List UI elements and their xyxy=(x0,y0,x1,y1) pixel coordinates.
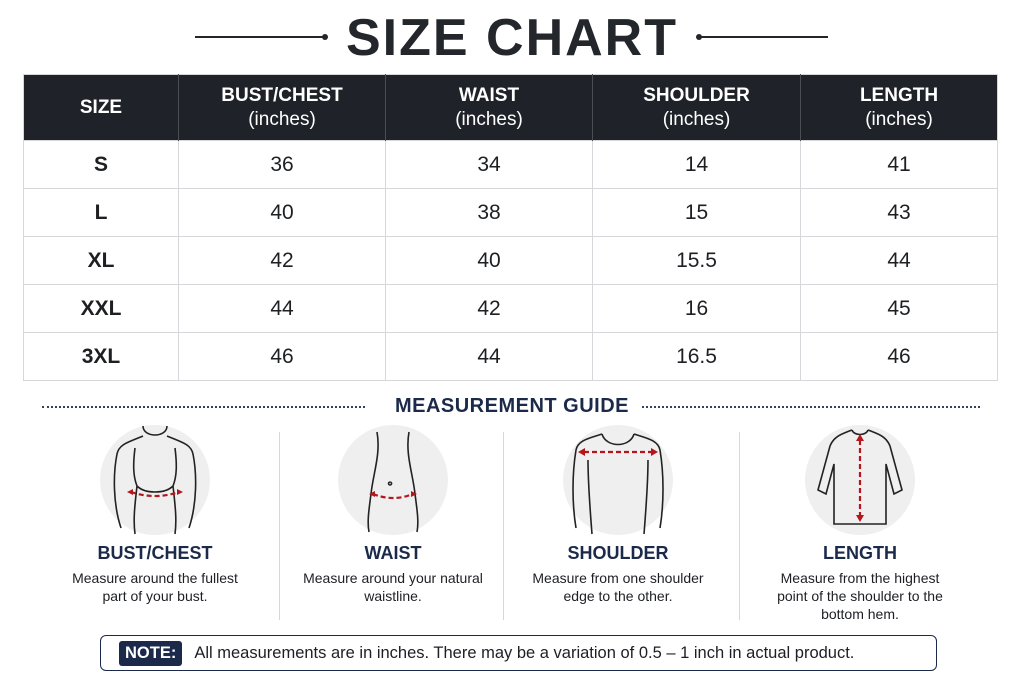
value-cell: 14 xyxy=(592,140,801,189)
value-cell: 44 xyxy=(800,236,998,285)
guide-label: WAIST xyxy=(364,543,422,563)
size-cell: XXL xyxy=(23,284,179,333)
header-cell: LENGTH (inches) xyxy=(800,74,998,141)
header-label: WAIST xyxy=(458,84,520,106)
rule-dot xyxy=(696,34,702,40)
size-cell: XL xyxy=(23,236,179,285)
value-cell: 38 xyxy=(385,188,593,237)
guide-item: SHOULDER Measure from one shoulder edge … xyxy=(508,424,728,605)
guide-text: Measure from one shoulder edge to the ot… xyxy=(532,570,704,604)
length-icon xyxy=(805,425,915,535)
guide-rule xyxy=(42,406,365,408)
value-cell: 40 xyxy=(385,236,593,285)
value-cell: 41 xyxy=(800,140,998,189)
header-cell: BUST/CHEST (inches) xyxy=(178,74,386,141)
guide-label: BUST/CHEST xyxy=(97,543,213,563)
guide-text: Measure from the highest point of the sh… xyxy=(777,570,943,622)
value-cell: 42 xyxy=(385,284,593,333)
header-label: BUST/CHEST xyxy=(221,84,343,106)
header-unit: (inches) xyxy=(865,108,933,130)
table-row: S 36 34 14 41 xyxy=(23,140,998,189)
header-cell: SHOULDER (inches) xyxy=(592,74,801,141)
divider xyxy=(739,432,740,620)
title-rule xyxy=(698,36,828,38)
guide-text: Measure around the fullest part of your … xyxy=(72,570,238,604)
header-label: SIZE xyxy=(79,96,123,118)
note-text: All measurements are in inches. There ma… xyxy=(194,643,855,662)
header-unit: (inches) xyxy=(455,108,523,130)
table-row: 3XL 46 44 16.5 46 xyxy=(23,332,998,381)
guide-item: WAIST Measure around your natural waistl… xyxy=(283,424,503,605)
size-cell: S xyxy=(23,140,179,189)
divider xyxy=(503,432,504,620)
header-unit: (inches) xyxy=(662,108,731,130)
table-row: XL 42 40 15.5 44 xyxy=(23,236,998,285)
table-row: XXL 44 42 16 45 xyxy=(23,284,998,333)
size-table: SIZE BUST/CHEST (inches) WAIST (inches) SH… xyxy=(23,74,998,381)
header-cell: SIZE xyxy=(23,74,179,141)
note: NOTE: All measurements are in inches. Th… xyxy=(100,635,937,671)
guide-item: LENGTH Measure from the highest point of… xyxy=(750,424,970,623)
header-cell: WAIST (inches) xyxy=(385,74,593,141)
waist-icon xyxy=(338,425,448,535)
value-cell: 42 xyxy=(178,236,386,285)
bust-icon xyxy=(100,425,210,535)
header-label: LENGTH xyxy=(859,84,939,106)
value-cell: 36 xyxy=(178,140,386,189)
note-label: NOTE: xyxy=(119,640,183,666)
divider xyxy=(279,432,280,620)
page-title: SIZE CHART xyxy=(346,9,678,67)
value-cell: 44 xyxy=(178,284,386,333)
value-cell: 46 xyxy=(178,332,386,381)
value-cell: 15.5 xyxy=(592,236,801,285)
title-rule xyxy=(195,36,325,38)
value-cell: 45 xyxy=(800,284,998,333)
table-body: S 36 34 14 41 L 40 38 15 43 XL 42 40 15.5 44 XXL 44 42 16 4… xyxy=(23,140,998,381)
value-cell: 16 xyxy=(592,284,801,333)
value-cell: 44 xyxy=(385,332,593,381)
value-cell: 43 xyxy=(800,188,998,237)
value-cell: 46 xyxy=(800,332,998,381)
value-cell: 15 xyxy=(592,188,801,237)
value-cell: 16.5 xyxy=(592,332,801,381)
size-cell: 3XL xyxy=(23,332,179,381)
guide-label: SHOULDER xyxy=(567,543,669,563)
header-unit: (inches) xyxy=(248,108,316,130)
rule-dot xyxy=(322,34,328,40)
guide-item: BUST/CHEST Measure around the fullest pa… xyxy=(45,424,265,605)
guide-label: LENGTH xyxy=(823,543,897,563)
shoulder-icon xyxy=(563,425,673,535)
size-cell: L xyxy=(23,188,179,237)
header-row: SIZE BUST/CHEST (inches) WAIST (inches) SH… xyxy=(23,74,998,141)
guide-text: Measure around your natural waistline. xyxy=(303,570,483,604)
value-cell: 34 xyxy=(385,140,593,189)
table-row: L 40 38 15 43 xyxy=(23,188,998,237)
guide-title: MEASUREMENT GUIDE xyxy=(394,395,630,417)
header-label: SHOULDER xyxy=(643,84,750,106)
value-cell: 40 xyxy=(178,188,386,237)
guide-rule xyxy=(642,406,980,408)
